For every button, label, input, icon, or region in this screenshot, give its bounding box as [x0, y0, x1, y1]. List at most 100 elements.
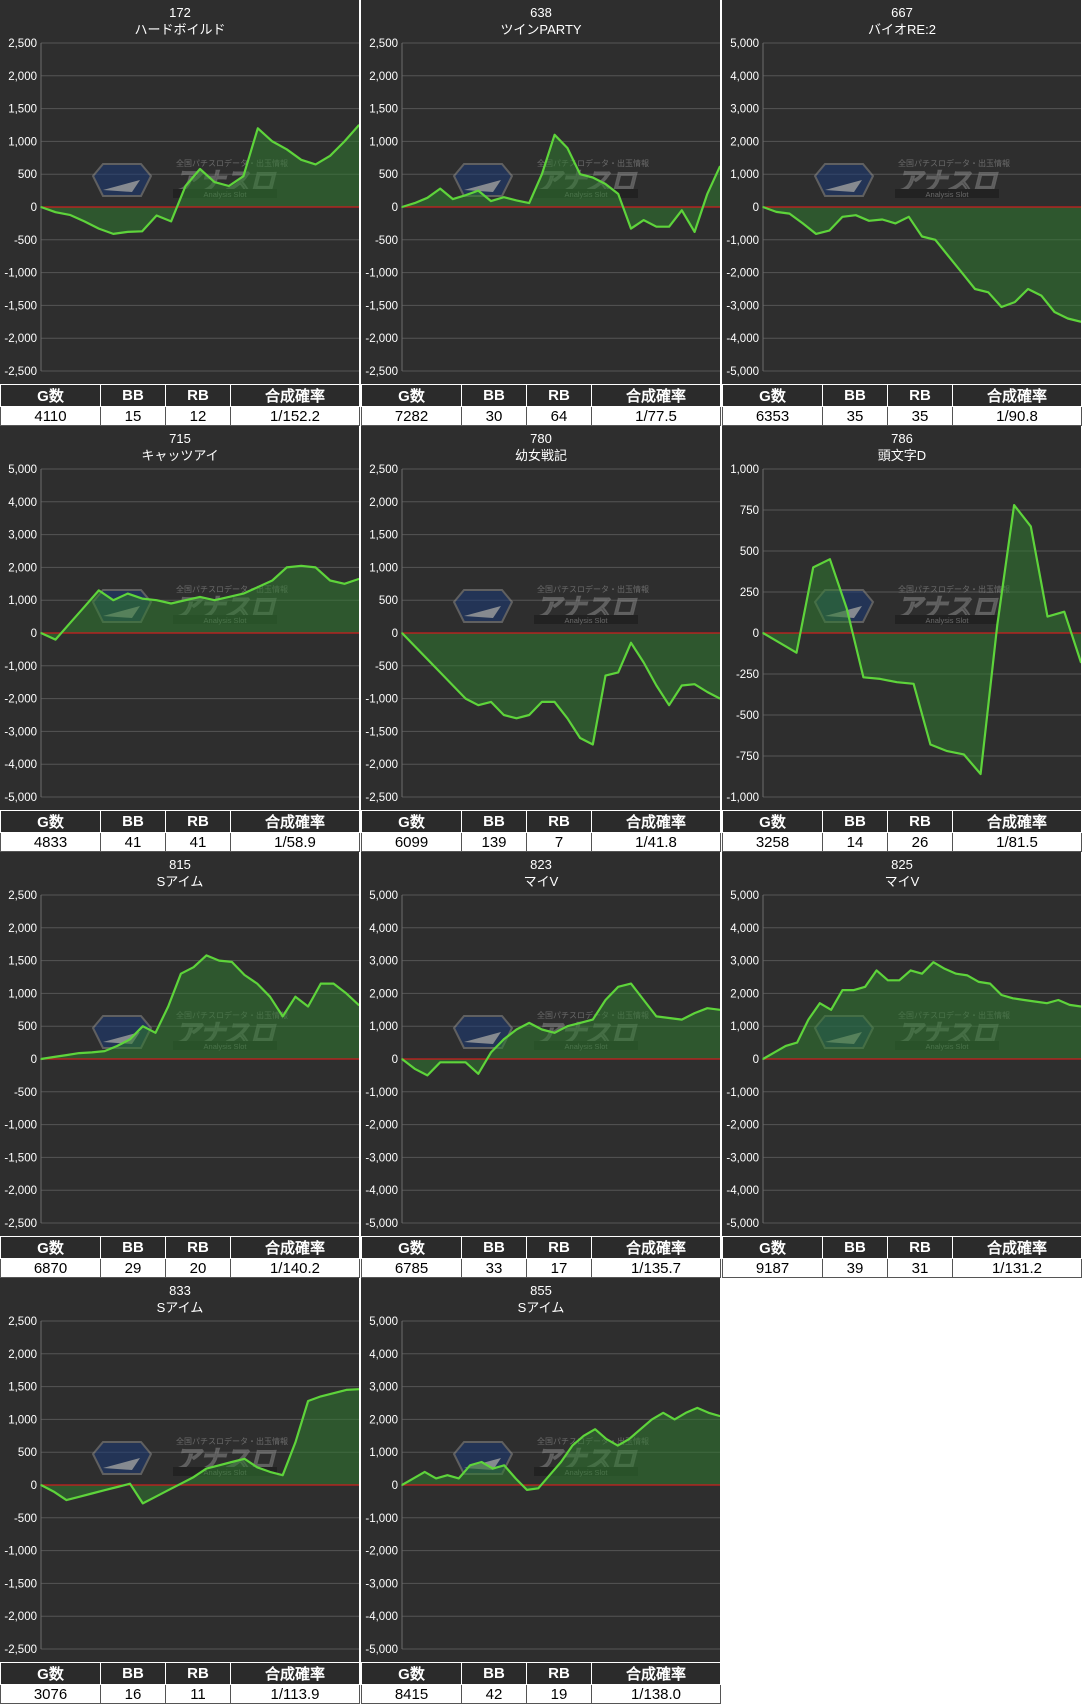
stats-value-row: 6785 33 17 1/135.7: [361, 1258, 721, 1278]
bb-count: 33: [461, 1258, 527, 1278]
series-line: [40, 954, 359, 1061]
data-point: [579, 1022, 581, 1024]
data-point: [40, 206, 42, 208]
y-tick-label: -4,000: [726, 333, 759, 345]
y-tick-label: 5,000: [730, 38, 759, 50]
data-point: [126, 231, 129, 233]
stats-header-row: G数 BB RB 合成確率: [361, 810, 721, 833]
line-chart: 825 マイV -5,000 -4,000 -3,000 -2,000 -1,000 0 1,0…: [722, 852, 1081, 1236]
rb-count: 35: [887, 406, 953, 426]
data-point: [343, 140, 346, 143]
stats-header-cell: RB: [887, 1236, 953, 1259]
y-tick-label: -2,000: [726, 1120, 759, 1132]
data-point: [604, 183, 607, 185]
data-point: [929, 743, 932, 746]
series-area: [763, 207, 1081, 322]
chart-subtitle: ツインPARTY: [500, 22, 581, 37]
data-point: [719, 1415, 720, 1417]
data-point: [199, 596, 201, 598]
series-area: [402, 633, 720, 745]
y-tick-label: -3,000: [726, 1152, 759, 1164]
data-point: [320, 982, 322, 985]
y-tick-label: 500: [740, 546, 759, 558]
games-count: 4833: [0, 832, 101, 852]
y-tick-label: -5,000: [4, 792, 37, 804]
data-point: [91, 1051, 93, 1054]
machine-panel: 855 Sアイム -5,000 -4,000 -3,000 -2,000 -1,000 0 1,…: [361, 1278, 721, 1704]
data-point: [91, 1492, 93, 1495]
data-point: [828, 229, 831, 232]
data-point: [314, 163, 317, 166]
data-point: [180, 1482, 182, 1485]
data-point: [630, 982, 632, 985]
line-chart: 786 頭文字D -1,000 -750 -500 -250 0 250 500 750 1,000…: [722, 426, 1081, 810]
data-point: [1023, 999, 1025, 1001]
y-tick-label: 2,000: [369, 988, 398, 1000]
data-point: [78, 1496, 80, 1498]
bb-count: 15: [100, 406, 166, 426]
data-point: [912, 683, 915, 685]
data-point: [40, 1484, 42, 1486]
bb-count: 35: [822, 406, 888, 426]
data-point: [571, 1444, 574, 1447]
data-point: [617, 986, 619, 988]
data-point: [592, 176, 594, 179]
data-point: [503, 1464, 505, 1467]
stats-header-cell: BB: [461, 384, 527, 407]
data-point: [464, 1061, 467, 1064]
stats-value-row: 8415 42 19 1/138.0: [361, 1684, 721, 1704]
data-point: [1080, 321, 1081, 323]
data-point: [775, 211, 778, 213]
games-count: 6353: [722, 406, 823, 426]
y-tick-label: -2,000: [365, 759, 398, 771]
data-point: [358, 1004, 359, 1006]
stats-header-cell: RB: [165, 810, 231, 833]
y-tick-label: 1,000: [369, 562, 398, 574]
watermark-top-text: 全国パチスロデータ・出玉情報: [898, 158, 1010, 168]
data-point: [492, 1467, 494, 1470]
chart-subtitle: バイオRE:2: [868, 22, 936, 37]
y-tick-label: -2,000: [365, 333, 398, 345]
data-point: [129, 1038, 131, 1041]
data-point: [1080, 1005, 1081, 1008]
stats-header-cell: G数: [361, 810, 462, 833]
chart-title: 172: [169, 5, 191, 20]
stats-header-cell: G数: [722, 384, 823, 407]
data-point: [257, 586, 259, 588]
stats-table: G数 BB RB 合成確率 6785 33 17 1/135.7: [361, 1236, 721, 1278]
y-tick-label: 5,000: [369, 890, 398, 902]
data-point: [617, 671, 619, 674]
data-point: [205, 1467, 208, 1470]
data-point: [452, 684, 454, 687]
y-tick-label: 0: [31, 1480, 37, 1492]
watermark-sub-band: [534, 615, 638, 624]
y-tick-label: 3,000: [369, 1382, 398, 1394]
y-tick-label: 2,500: [8, 1316, 37, 1328]
data-point: [1000, 994, 1003, 996]
stats-value-row: 9187 39 31 1/131.2: [722, 1258, 1082, 1278]
y-tick-label: 1,500: [369, 530, 398, 542]
combined-rate: 1/81.5: [952, 832, 1082, 852]
stats-table: G数 BB RB 合成確率 3076 16 11 1/113.9: [0, 1662, 360, 1704]
watermark-logo-accent-icon: [103, 1458, 140, 1470]
stats-header-row: G数 BB RB 合成確率: [722, 810, 1082, 833]
line-chart: 855 Sアイム -5,000 -4,000 -3,000 -2,000 -1,000 0 1,…: [361, 1278, 720, 1662]
data-point: [681, 209, 683, 212]
y-tick-label: -2,500: [4, 1218, 37, 1230]
y-tick-label: -2,000: [365, 1546, 398, 1558]
data-point: [65, 1499, 68, 1501]
data-point: [879, 678, 881, 680]
chart-title: 823: [530, 857, 552, 872]
data-point: [126, 592, 129, 595]
y-tick-label: -2,000: [4, 333, 37, 345]
data-point: [1080, 661, 1081, 664]
data-point: [896, 681, 898, 683]
data-point: [515, 1028, 518, 1031]
data-point: [294, 995, 297, 998]
stats-header-row: G数 BB RB 合成確率: [0, 384, 360, 407]
stats-table: G数 BB RB 合成確率 4833 41 41 1/58.9: [0, 810, 360, 852]
chart-subtitle: マイV: [885, 874, 920, 889]
data-point: [719, 1009, 720, 1011]
y-tick-label: 1,000: [730, 464, 759, 476]
